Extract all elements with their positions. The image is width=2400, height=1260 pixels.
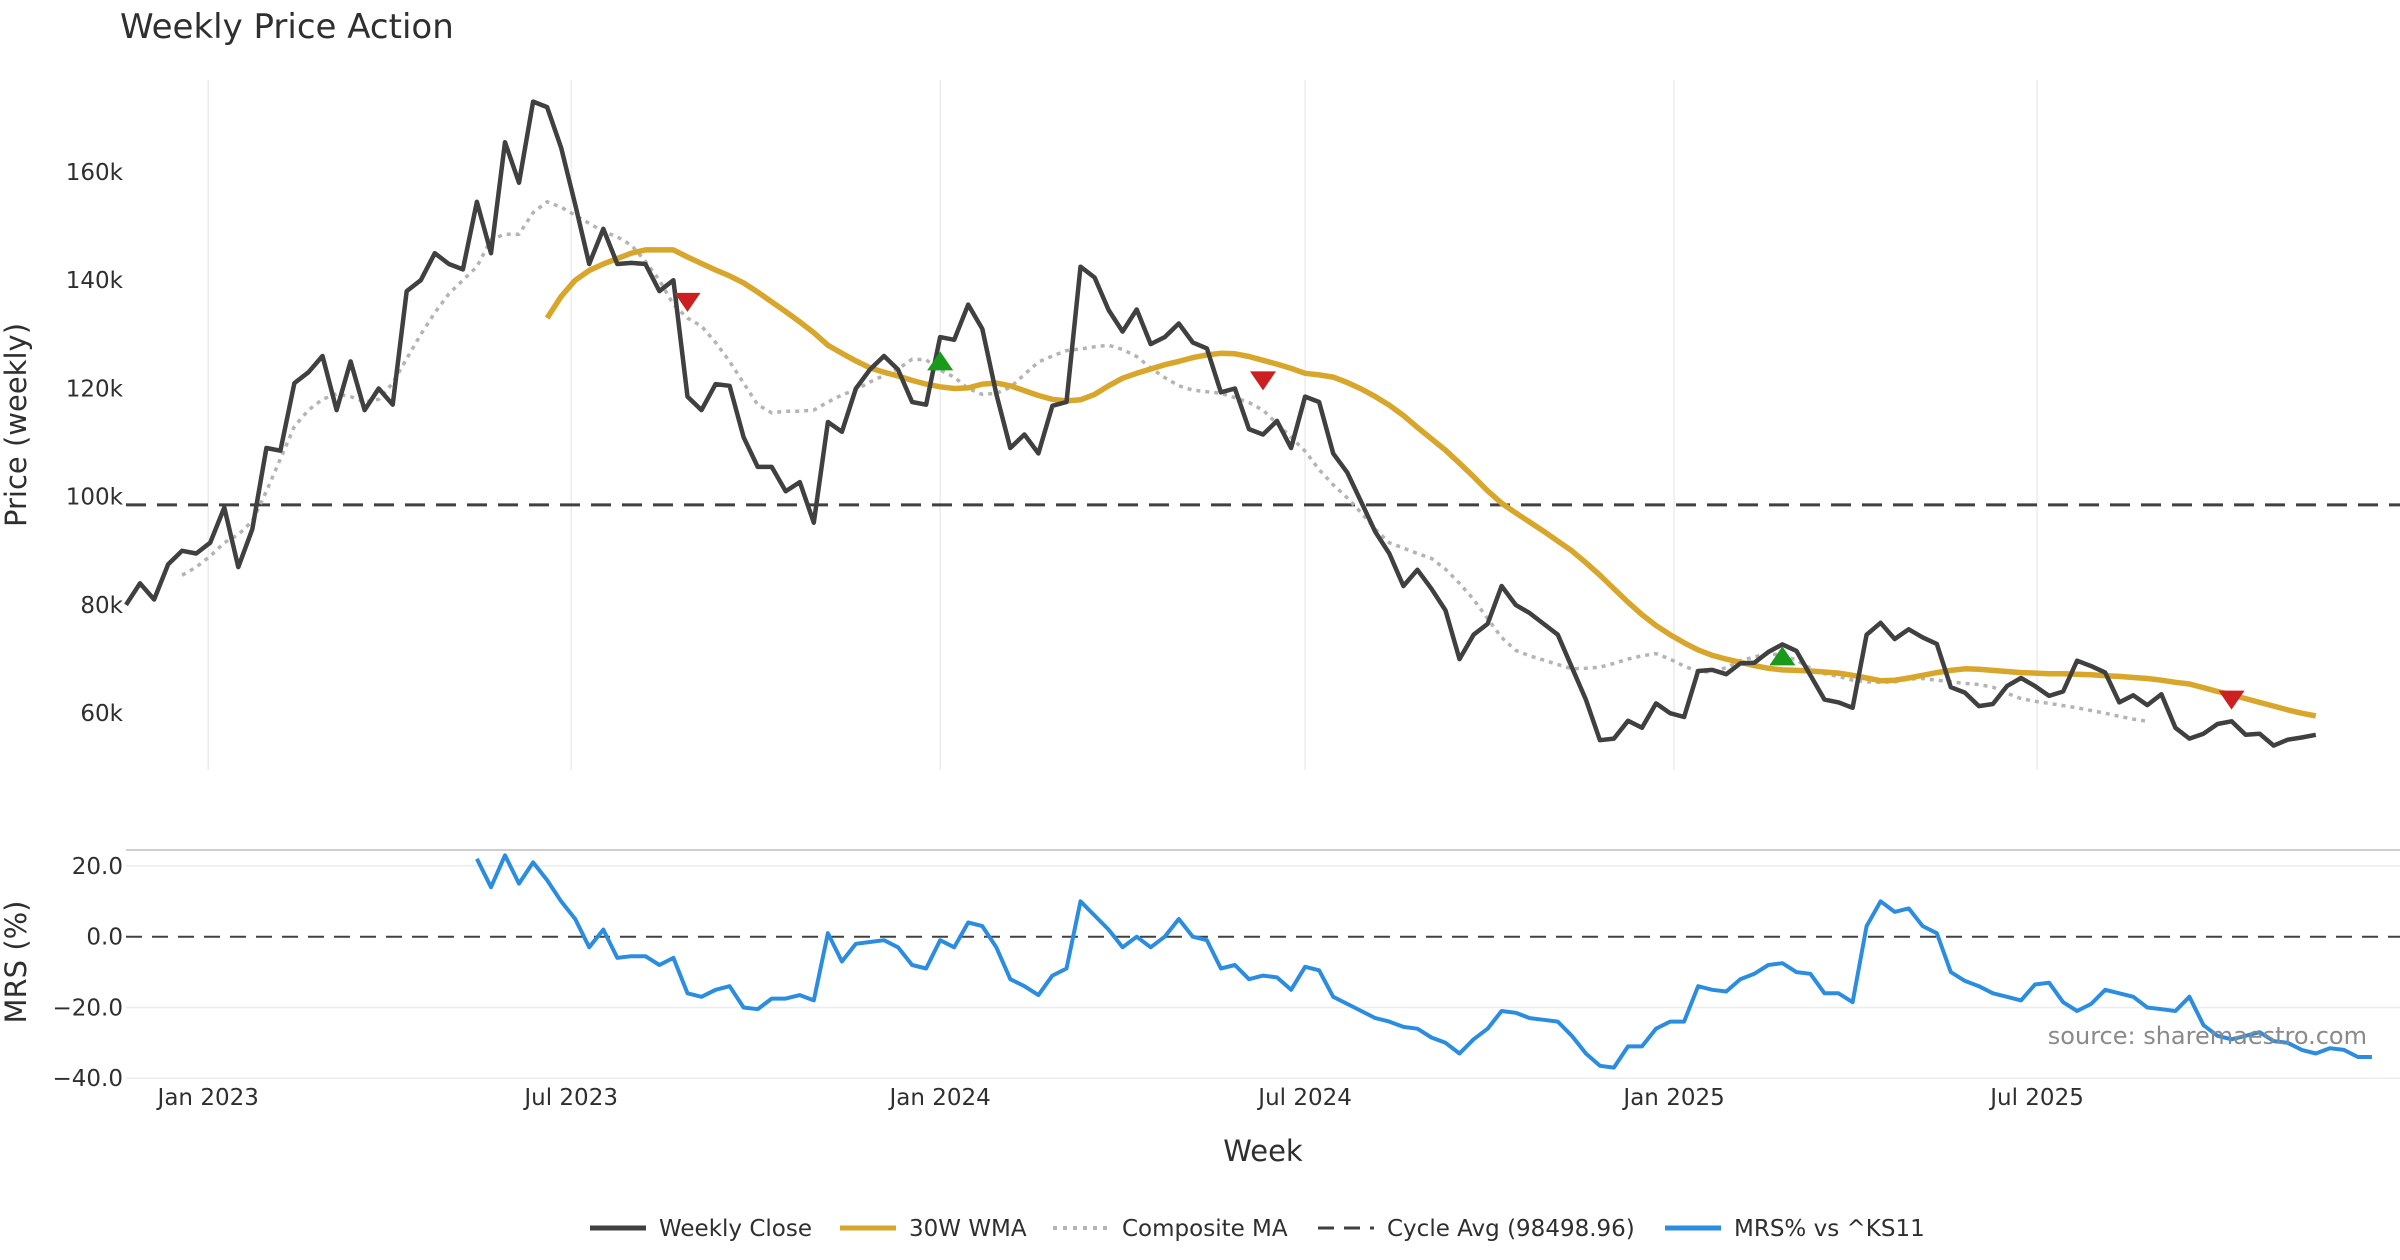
buy-signal-marker xyxy=(1769,646,1796,666)
buy-signal-marker xyxy=(927,351,954,371)
mrs-y-tick-label: −40.0 xyxy=(53,1066,123,1092)
legend-label: MRS% vs ^KS11 xyxy=(1734,1216,1925,1242)
legend-label: 30W WMA xyxy=(909,1216,1027,1242)
price-y-tick-label: 80k xyxy=(80,593,123,619)
signal-markers xyxy=(674,292,2245,710)
mrs-y-axis-label: MRS (%) xyxy=(0,901,33,1024)
legend-label: Weekly Close xyxy=(659,1216,812,1242)
x-axis: Jan 2023 Jul 2023 Jan 2024 Jul 2024 Jan 2025… xyxy=(156,1085,2084,1111)
mrs-y-tick-label: 20.0 xyxy=(72,854,123,880)
x-tick-label: Jan 2024 xyxy=(887,1085,990,1111)
chart-title: Weekly Price Action xyxy=(120,7,454,47)
composite-ma-line xyxy=(181,200,2148,724)
weekly-close-line xyxy=(124,99,2317,748)
sell-signal-marker xyxy=(1250,371,1276,391)
legend-label: Composite MA xyxy=(1122,1216,1288,1242)
x-tick-label: Jul 2025 xyxy=(1988,1085,2084,1111)
legend-label: Cycle Avg (98498.96) xyxy=(1387,1216,1635,1242)
x-tick-label: Jul 2023 xyxy=(522,1085,618,1111)
price-y-tick-label: 60k xyxy=(80,701,123,727)
legend: Weekly Close 30W WMA Composite MA Cycle Avg… xyxy=(590,1216,1925,1242)
price-y-tick-label: 100k xyxy=(66,485,124,511)
sell-signal-marker xyxy=(2218,690,2245,710)
x-tick-label: Jan 2025 xyxy=(1621,1085,1724,1111)
mrs-line xyxy=(475,853,2372,1070)
x-tick-label: Jan 2023 xyxy=(156,1085,259,1111)
price-y-tick-label: 120k xyxy=(66,376,124,402)
sell-signal-marker xyxy=(674,292,701,312)
mrs-y-tick-label: −20.0 xyxy=(53,995,123,1021)
price-y-tick-label: 160k xyxy=(66,160,124,186)
mrs-y-axis: 20.0 0.0 −20.0 −40.0 xyxy=(53,854,123,1092)
price-y-axis: 60k 80k 100k 120k 140k 160k xyxy=(66,160,124,727)
price-y-axis-label: Price (weekly) xyxy=(0,323,33,527)
price-y-tick-label: 140k xyxy=(66,268,124,294)
wma-30w-line xyxy=(544,247,2317,719)
x-axis-label: Week xyxy=(1223,1134,1303,1168)
mrs-gridlines xyxy=(126,865,2400,1079)
source-note: source: sharemaestro.com xyxy=(2048,1022,2367,1050)
x-tick-label: Jul 2024 xyxy=(1256,1085,1352,1111)
mrs-y-tick-label: 0.0 xyxy=(86,925,123,951)
